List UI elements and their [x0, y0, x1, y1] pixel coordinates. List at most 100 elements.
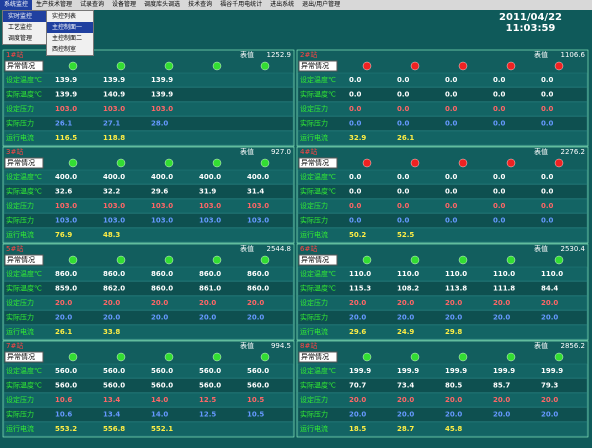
menu-item[interactable]: 技术查询 — [188, 1, 213, 8]
row-label: 设定温度℃ — [6, 269, 42, 278]
row-value: 10.5 — [247, 411, 264, 419]
row-value: 0.0 — [541, 105, 554, 113]
row-value: 859.0 — [55, 285, 77, 293]
row-value: 103.0 — [151, 217, 173, 225]
row-label: 实际压力 — [300, 313, 328, 322]
submenu-item[interactable]: 实控列表 — [52, 13, 77, 20]
row-value: 103.0 — [55, 217, 77, 225]
status-select[interactable] — [298, 157, 338, 169]
menu-item[interactable]: 生产技术管理 — [36, 1, 73, 8]
status-select-text: 异常情况 — [301, 61, 329, 70]
menu-item[interactable]: 设备管理 — [112, 1, 137, 8]
status-select[interactable] — [298, 351, 338, 363]
row — [297, 130, 588, 146]
row-value: 10.5 — [247, 396, 264, 404]
submenu-item[interactable]: 西控制室 — [52, 46, 77, 53]
row-label: 运行电流 — [300, 327, 328, 336]
row-label: 实际压力 — [300, 119, 328, 128]
status-lamp — [260, 61, 270, 71]
row-value: 20.0 — [397, 314, 414, 322]
row-value: 560.0 — [247, 367, 269, 375]
status-lamp — [260, 158, 270, 168]
status-select[interactable] — [4, 157, 44, 169]
row-label: 设定压力 — [6, 201, 34, 210]
row-value: 12.5 — [199, 396, 216, 404]
row-value: 0.0 — [397, 120, 410, 128]
row-value: 0.0 — [397, 188, 410, 196]
menu-item[interactable]: 进出系统 — [270, 1, 295, 8]
row-value: 26.1 — [397, 134, 414, 142]
status-select[interactable] — [4, 254, 44, 266]
total-value: 1252.9 — [267, 51, 292, 59]
row-value: 0.0 — [493, 105, 506, 113]
status-lamp — [362, 255, 372, 265]
row-value: 103.0 — [247, 202, 269, 210]
row-value: 560.0 — [55, 382, 77, 390]
row-label: 实际温度℃ — [6, 187, 42, 196]
row-value: 0.0 — [541, 120, 554, 128]
row-value: 860.0 — [247, 285, 269, 293]
row-value: 18.5 — [349, 425, 366, 433]
status-lamp — [164, 61, 174, 71]
station-name: 3#站 — [6, 147, 23, 156]
status-select[interactable] — [4, 60, 44, 72]
dropdown-item[interactable]: 实时监控 — [3, 11, 47, 22]
row — [3, 101, 294, 117]
status-select[interactable] — [298, 254, 338, 266]
row — [297, 421, 588, 437]
row-value: 103.0 — [103, 202, 125, 210]
row-label: 设定温度℃ — [6, 172, 42, 181]
row-label: 运行电流 — [300, 133, 328, 142]
total-value: 1106.6 — [561, 51, 586, 59]
row-value: 400.0 — [151, 173, 173, 181]
row-value: 20.0 — [445, 314, 462, 322]
row-value: 20.0 — [493, 396, 510, 404]
menu-item[interactable]: 调度库头调选 — [144, 1, 181, 8]
submenu-item[interactable]: 主控制面二 — [52, 35, 83, 42]
dropdown-item[interactable]: 工艺监控 — [8, 24, 33, 31]
row-label: 设定温度℃ — [6, 366, 42, 375]
total-value: 2544.8 — [267, 245, 292, 253]
status-lamp — [212, 352, 222, 362]
status-select-text: 异常情况 — [7, 158, 35, 167]
status-lamp — [164, 352, 174, 362]
row-label: 设定压力 — [300, 298, 328, 307]
submenu-item[interactable]: 主控制面一 — [47, 22, 93, 33]
status-select-text: 异常情况 — [301, 255, 329, 264]
row-value: 0.0 — [445, 188, 458, 196]
status-select[interactable] — [4, 351, 44, 363]
total-value: 2530.4 — [561, 245, 586, 253]
status-lamp — [116, 255, 126, 265]
status-lamp — [116, 61, 126, 71]
row-value: 0.0 — [541, 217, 554, 225]
row-value: 0.0 — [493, 120, 506, 128]
row-value: 20.0 — [397, 299, 414, 307]
row — [3, 184, 294, 199]
menu-item[interactable]: 福谷千用电统计 — [220, 1, 263, 8]
row-value: 20.0 — [151, 299, 168, 307]
menu-item[interactable]: 试录查询 — [80, 1, 105, 8]
row-value: 32.9 — [349, 134, 366, 142]
dropdown-item[interactable]: 调度管理 — [8, 35, 33, 42]
row-label: 设定压力 — [6, 298, 34, 307]
menu-item[interactable]: 系统监控 — [0, 0, 33, 10]
row-value: 29.6 — [151, 188, 168, 196]
status-select[interactable] — [298, 60, 338, 72]
row-value: 26.1 — [55, 120, 72, 128]
row-label: 实际温度℃ — [6, 90, 42, 99]
submenu: 实控列表主控制面一主控制面二西控制室 — [46, 10, 94, 56]
row — [3, 227, 294, 243]
status-lamp — [458, 61, 468, 71]
row-value: 560.0 — [55, 367, 77, 375]
menu-bar: 系统监控 生产技术管理 试录查询 设备管理 调度库头调选 技术查询 福谷千用电统计 进出系统退… — [0, 0, 592, 10]
row-value: 103.0 — [247, 217, 269, 225]
status-lamp — [410, 255, 420, 265]
station-name: 8#站 — [300, 341, 317, 350]
row-value: 860.0 — [151, 285, 173, 293]
row-label: 设定温度℃ — [300, 75, 336, 84]
row-value: 20.0 — [247, 299, 264, 307]
row-value: 0.0 — [445, 105, 458, 113]
row-value: 14.0 — [151, 396, 168, 404]
menu-item[interactable]: 退出/用户管理 — [302, 1, 341, 8]
row-value: 861.0 — [199, 285, 221, 293]
